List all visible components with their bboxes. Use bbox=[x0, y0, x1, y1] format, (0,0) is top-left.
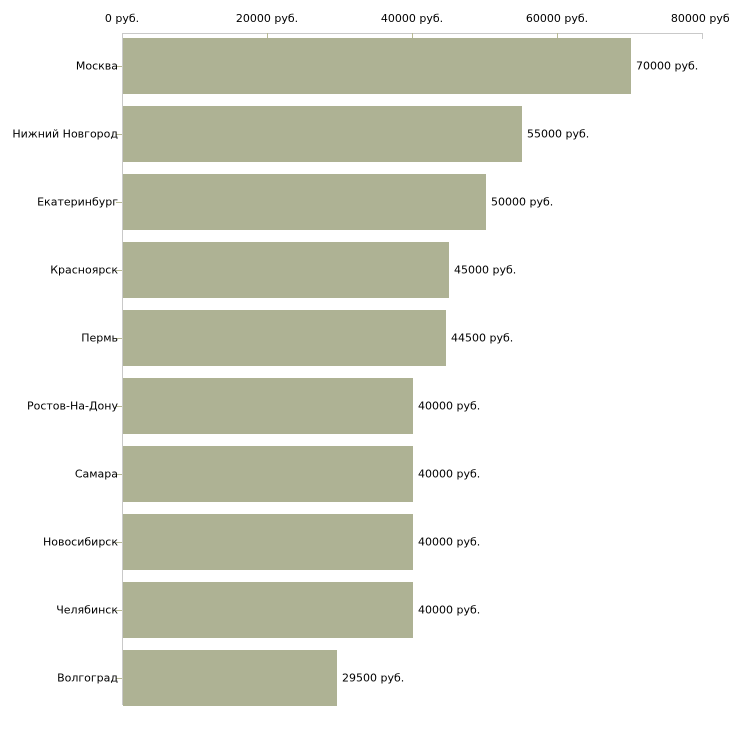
bar[interactable] bbox=[123, 378, 413, 434]
y-axis-category-label: Москва bbox=[75, 59, 118, 73]
y-axis-category-label: Пермь bbox=[81, 331, 118, 345]
bar-value-label: 40000 руб. bbox=[418, 603, 481, 617]
bar-value-label: 50000 руб. bbox=[491, 195, 554, 209]
y-axis-tick bbox=[116, 678, 122, 679]
bar[interactable] bbox=[123, 38, 631, 94]
x-axis-tick bbox=[702, 33, 703, 39]
y-axis-category-label: Нижний Новгород bbox=[12, 127, 118, 141]
bar[interactable] bbox=[123, 310, 446, 366]
y-axis-category-label: Челябинск bbox=[56, 603, 118, 617]
y-axis-line bbox=[122, 33, 123, 705]
x-axis-tick bbox=[267, 33, 268, 39]
x-axis-tick-label: 20000 руб. bbox=[235, 12, 299, 25]
y-axis-category-label: Ростов-На-Дону bbox=[26, 399, 118, 413]
y-axis-tick bbox=[116, 610, 122, 611]
bar[interactable] bbox=[123, 514, 413, 570]
y-axis-tick bbox=[116, 202, 122, 203]
y-axis-tick bbox=[116, 134, 122, 135]
y-axis-tick bbox=[116, 338, 122, 339]
bar[interactable] bbox=[123, 242, 449, 298]
y-axis-category-label: Красноярск bbox=[50, 263, 118, 277]
bar[interactable] bbox=[123, 106, 522, 162]
bar[interactable] bbox=[123, 174, 486, 230]
y-axis-category-label: Волгоград bbox=[57, 671, 118, 685]
bar-value-label: 55000 руб. bbox=[527, 127, 590, 141]
bar-value-label: 29500 руб. bbox=[342, 671, 405, 685]
x-axis-tick-label: 60000 руб. bbox=[525, 12, 589, 25]
x-axis-tick-label: 0 руб. bbox=[104, 12, 140, 25]
y-axis-category-label: Самара bbox=[74, 467, 118, 481]
y-axis-category-label: Новосибирск bbox=[42, 535, 118, 549]
bar-value-label: 45000 руб. bbox=[454, 263, 517, 277]
bar[interactable] bbox=[123, 582, 413, 638]
bar-value-label: 70000 руб. bbox=[636, 59, 699, 73]
bar-value-label: 40000 руб. bbox=[418, 535, 481, 549]
y-axis-tick bbox=[116, 474, 122, 475]
y-axis-tick bbox=[116, 406, 122, 407]
bar-value-label: 40000 руб. bbox=[418, 399, 481, 413]
x-axis-tick-label: 80000 руб. bbox=[670, 12, 730, 25]
y-axis-tick bbox=[116, 270, 122, 271]
y-axis-tick bbox=[116, 542, 122, 543]
bar[interactable] bbox=[123, 446, 413, 502]
x-axis-tick bbox=[557, 33, 558, 39]
x-axis-tick bbox=[412, 33, 413, 39]
x-axis-tick-label: 40000 руб. bbox=[380, 12, 444, 25]
bar-value-label: 44500 руб. bbox=[451, 331, 514, 345]
y-axis-category-label: Екатеринбург bbox=[37, 195, 118, 209]
bar[interactable] bbox=[123, 650, 337, 706]
bar-value-label: 40000 руб. bbox=[418, 467, 481, 481]
y-axis-tick bbox=[116, 66, 122, 67]
